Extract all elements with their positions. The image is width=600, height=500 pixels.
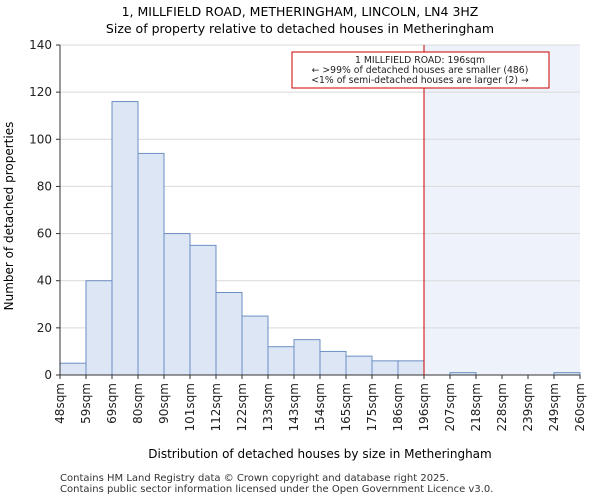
x-tick-label: 80sqm bbox=[131, 383, 145, 424]
x-tick-label: 228sqm bbox=[495, 383, 509, 431]
bar-165sqm bbox=[345, 355, 373, 376]
x-tick-label: 112sqm bbox=[209, 383, 223, 431]
bar-59sqm bbox=[85, 280, 113, 376]
x-tick-label: 143sqm bbox=[287, 383, 301, 431]
annotation-line-1: 1 MILLFIELD ROAD: 196sqm bbox=[355, 55, 485, 66]
bar-80sqm bbox=[137, 152, 165, 376]
x-tick-label: 154sqm bbox=[313, 383, 327, 431]
y-tick-label: 60 bbox=[37, 227, 52, 241]
chart-title: 1, MILLFIELD ROAD, METHERINGHAM, LINCOLN… bbox=[122, 4, 479, 19]
y-tick-label: 100 bbox=[29, 132, 52, 146]
bar-143sqm bbox=[293, 339, 321, 376]
bar-101sqm bbox=[189, 244, 217, 376]
bar-133sqm bbox=[267, 346, 295, 376]
bar-122sqm bbox=[241, 315, 269, 376]
x-tick-label: 165sqm bbox=[339, 383, 353, 431]
y-tick-label: 120 bbox=[29, 85, 52, 99]
x-tick-label: 207sqm bbox=[443, 383, 457, 431]
x-tick-label: 101sqm bbox=[183, 383, 197, 431]
annotation-box bbox=[291, 51, 550, 89]
y-tick-label: 40 bbox=[37, 274, 52, 288]
chart-subtitle: Size of property relative to detached ho… bbox=[106, 21, 494, 36]
x-axis-label: Distribution of detached houses by size … bbox=[148, 447, 491, 461]
x-tick-label: 122sqm bbox=[235, 383, 249, 431]
footer: Contains HM Land Registry data © Crown c… bbox=[60, 473, 493, 495]
x-tick-label: 249sqm bbox=[547, 383, 561, 431]
x-tick-label: 69sqm bbox=[105, 383, 119, 424]
bar-154sqm bbox=[319, 350, 347, 376]
bar-186sqm bbox=[397, 360, 425, 376]
bar-90sqm bbox=[163, 233, 191, 376]
highlight-region bbox=[424, 45, 580, 375]
x-tick-label: 218sqm bbox=[469, 383, 483, 431]
x-tick-label: 90sqm bbox=[157, 383, 171, 424]
x-tick-label: 196sqm bbox=[417, 383, 431, 431]
y-axis-label: Number of detached properties bbox=[2, 122, 16, 311]
x-tick-label: 239sqm bbox=[521, 383, 535, 431]
footer-line-1: Contains HM Land Registry data © Crown c… bbox=[60, 473, 449, 484]
y-tick-label: 80 bbox=[37, 179, 52, 193]
y-tick-label: 20 bbox=[37, 321, 52, 335]
x-tick-label: 260sqm bbox=[573, 383, 587, 431]
x-tick-label: 59sqm bbox=[79, 383, 93, 424]
y-tick-label: 0 bbox=[44, 368, 52, 382]
annotation-line-3: <1% of semi-detached houses are larger (… bbox=[311, 75, 529, 86]
bar-112sqm bbox=[215, 292, 243, 376]
bar-48sqm bbox=[59, 362, 87, 376]
x-tick-label: 48sqm bbox=[53, 383, 67, 424]
footer-line-2: Contains public sector information licen… bbox=[60, 484, 494, 495]
annotation-line-2: ← >99% of detached houses are smaller (4… bbox=[312, 65, 529, 76]
bar-175sqm bbox=[371, 360, 399, 376]
x-tick-label: 175sqm bbox=[365, 383, 379, 431]
x-tick-label: 133sqm bbox=[261, 383, 275, 431]
bar-69sqm bbox=[111, 101, 139, 376]
y-tick-label: 140 bbox=[29, 38, 52, 52]
x-tick-label: 186sqm bbox=[391, 383, 405, 431]
